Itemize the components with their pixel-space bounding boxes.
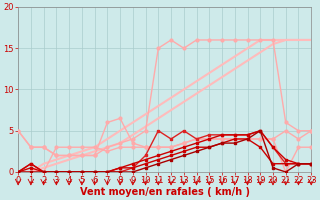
X-axis label: Vent moyen/en rafales ( km/h ): Vent moyen/en rafales ( km/h ): [80, 187, 250, 197]
